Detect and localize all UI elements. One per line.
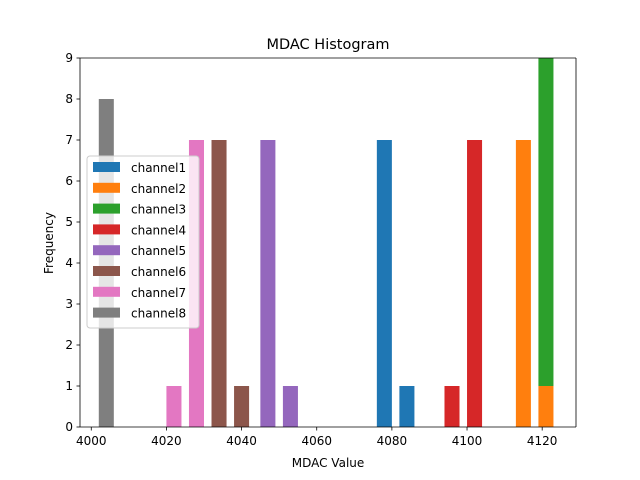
bar-channel2-0 (515, 140, 531, 427)
legend-label-channel7: channel7 (131, 286, 186, 300)
bar-channel1-1 (399, 386, 415, 427)
legend-swatch-channel4 (93, 224, 120, 235)
legend-label-channel8: channel8 (131, 307, 186, 321)
legend-label-channel1: channel1 (131, 161, 186, 175)
y-tick-label: 6 (65, 174, 73, 188)
legend-label-channel3: channel3 (131, 203, 186, 217)
legend-swatch-channel2 (93, 182, 120, 193)
y-axis-label: Frequency (42, 212, 56, 274)
legend: channel1 channel2 channel3 channel4 channel5… (86, 155, 200, 329)
bar-channel1-0 (376, 140, 392, 427)
legend-swatch-channel8 (93, 307, 120, 318)
x-tick-label: 4060 (301, 434, 332, 448)
y-tick-label: 0 (65, 420, 73, 434)
y-tick-label: 3 (65, 297, 73, 311)
legend-swatch-channel7 (93, 286, 120, 297)
y-tick-label: 8 (65, 92, 73, 106)
legend-label-channel4: channel4 (131, 223, 186, 237)
x-tick-label: 4120 (527, 434, 558, 448)
legend-swatch-channel6 (93, 266, 120, 276)
legend-swatch-channel1 (93, 162, 120, 172)
legend-label-channel5: channel5 (131, 244, 186, 258)
y-tick-label: 1 (65, 379, 73, 393)
bar-channel6-0 (211, 140, 227, 427)
y-tick-label: 5 (65, 215, 73, 229)
x-tick-label: 4040 (226, 434, 257, 448)
bar-channel4-0 (444, 386, 460, 427)
x-tick-label: 4100 (452, 434, 483, 448)
y-tick-label: 2 (65, 338, 73, 352)
x-tick-label: 4080 (377, 434, 408, 448)
bar-channel5-0 (260, 140, 276, 427)
bar-channel6-1 (234, 386, 250, 427)
bar-channel2-1 (538, 386, 554, 427)
y-tick-label: 4 (65, 256, 73, 270)
x-tick-label: 4020 (151, 434, 182, 448)
bar-channel7-0 (166, 386, 182, 427)
bar-channel3-0 (538, 58, 554, 386)
legend-swatch-channel5 (93, 245, 120, 256)
bar-channel5-1 (282, 386, 298, 427)
chart-title: MDAC Histogram (266, 37, 389, 53)
x-axis-label: MDAC Value (292, 456, 365, 470)
legend-label-channel6: channel6 (131, 265, 186, 279)
ticks-layer: 4000 4020 4040 4060 4080 4100 4120 0 1 2 3 4 5 6 7 8 9 (65, 51, 557, 448)
axes-layer (79, 57, 577, 428)
legend-label-channel2: channel2 (131, 182, 186, 196)
x-tick-label: 4000 (76, 434, 107, 448)
bar-channel4-1 (467, 140, 483, 427)
legend-swatch-channel3 (93, 203, 120, 214)
y-tick-label: 9 (65, 51, 73, 65)
legend-box (86, 155, 200, 329)
y-tick-label: 7 (65, 133, 73, 147)
